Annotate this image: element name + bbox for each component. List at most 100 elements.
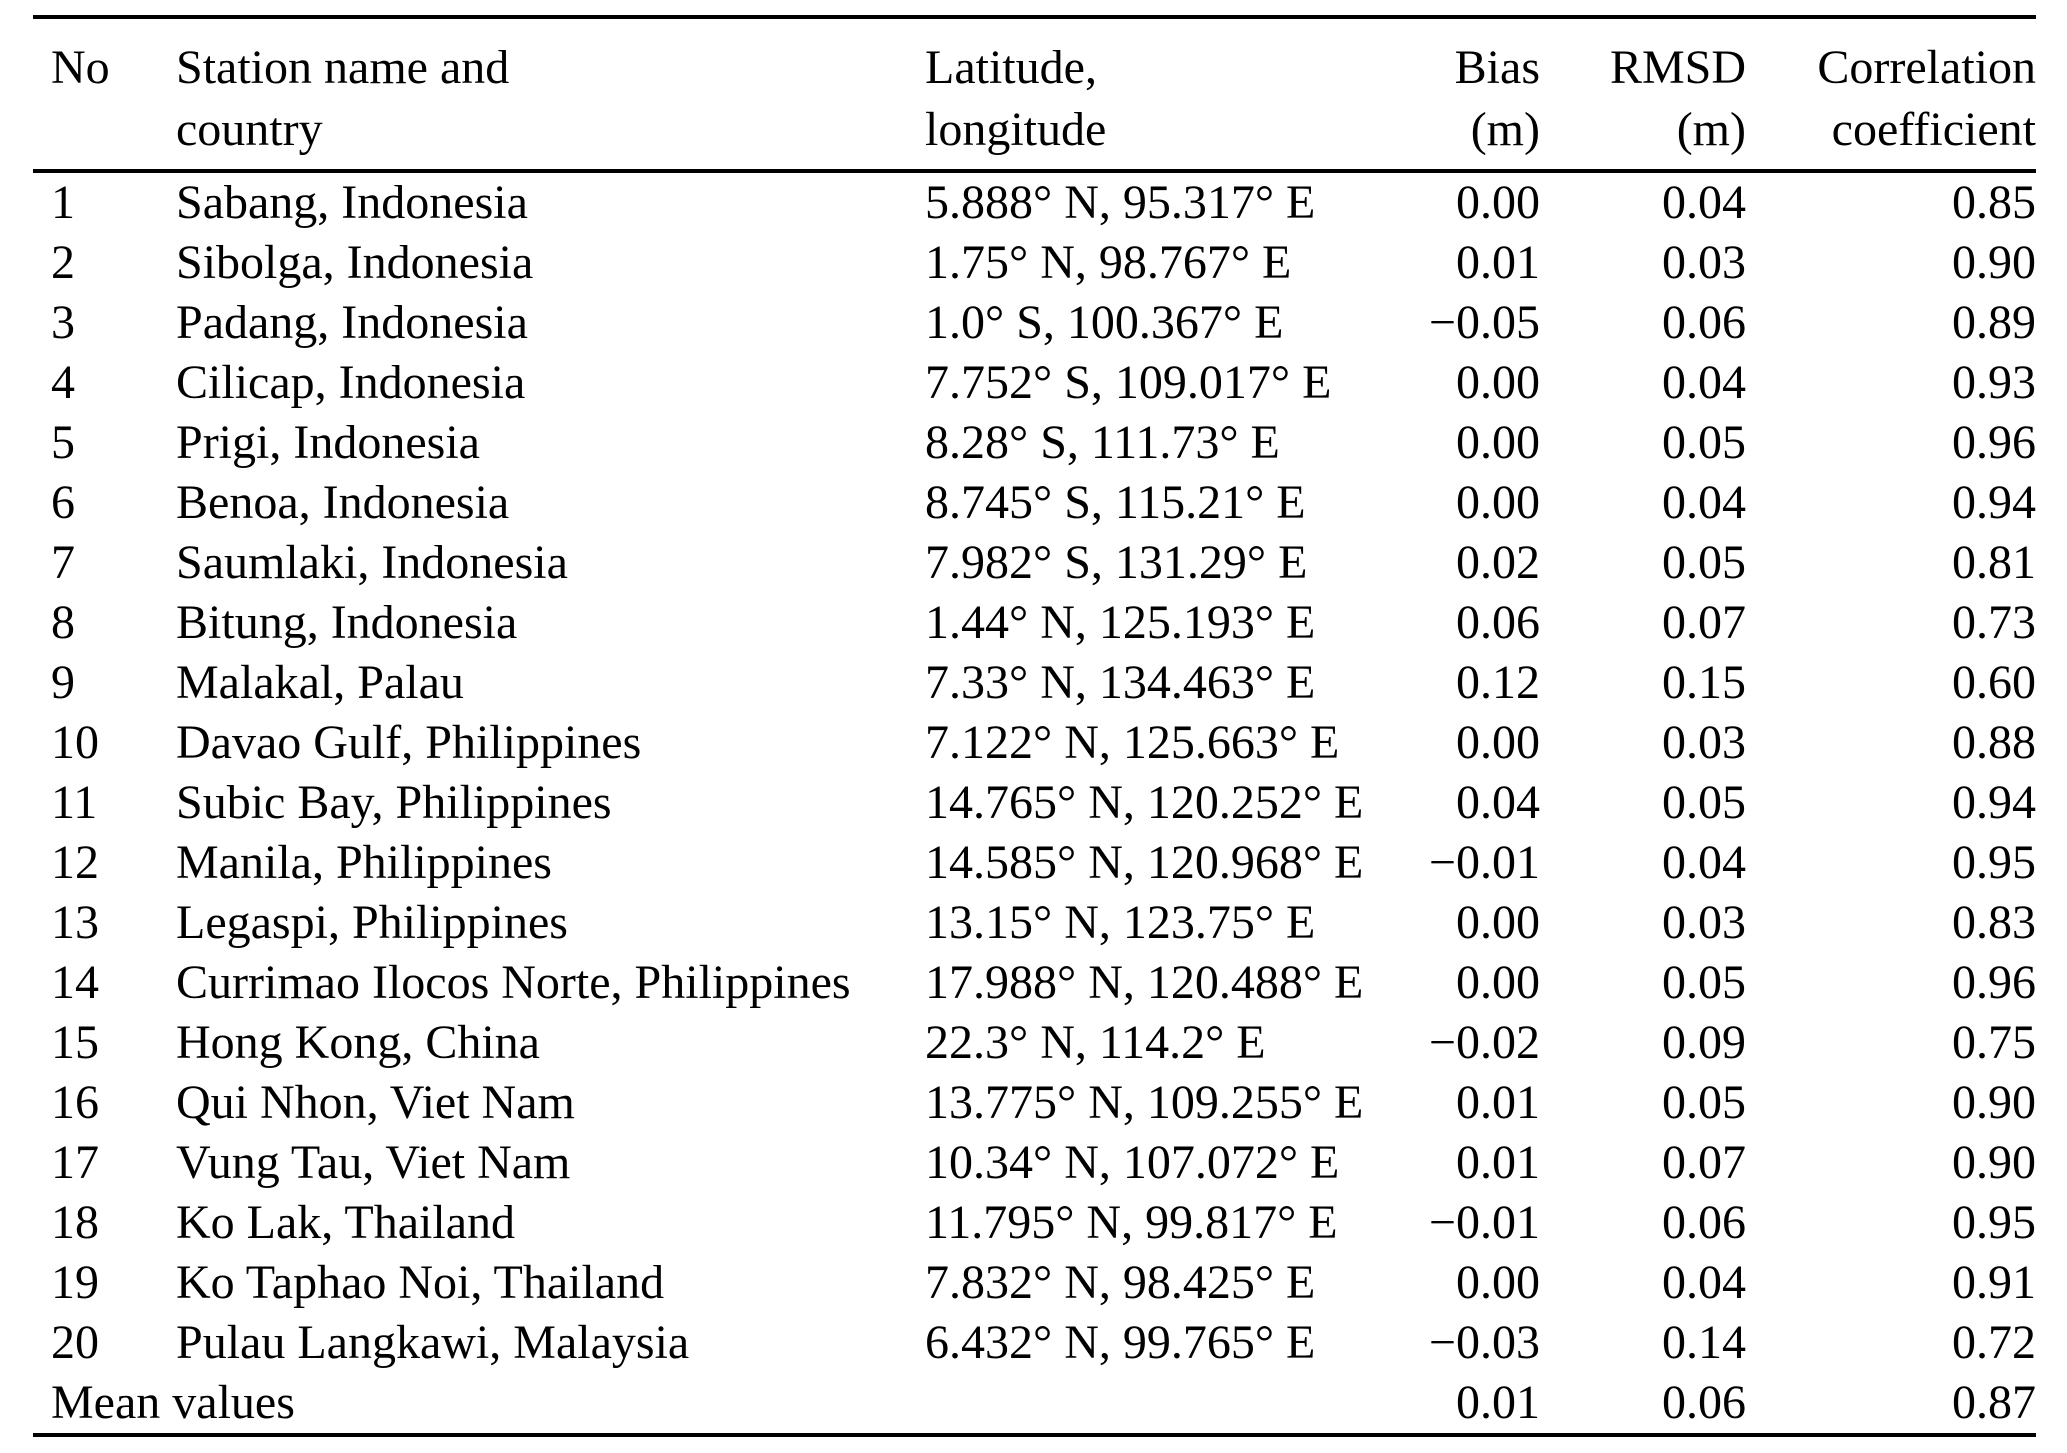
coordinates: 7.982° S, 131.29° E <box>925 536 1308 589</box>
row-number: 11 <box>51 776 98 829</box>
coordinates: 10.34° N, 107.072° E <box>925 1136 1340 1189</box>
correlation-value: 0.90 <box>1952 1136 2036 1189</box>
col-header-correlation: Correlation coefficient <box>1746 17 2036 173</box>
bias-value: 0.00 <box>1456 416 1540 469</box>
bias-value: −0.02 <box>1428 1016 1540 1069</box>
bias-value: 0.00 <box>1456 356 1540 409</box>
coordinates: 14.585° N, 120.968° E <box>925 836 1364 889</box>
station-name: Bitung, Indonesia <box>176 596 518 649</box>
correlation-value: 0.95 <box>1952 1196 2036 1249</box>
table-body: 1 Sabang, Indonesia 5.888° N, 95.317° E … <box>33 171 2036 1373</box>
correlation-value: 0.89 <box>1952 296 2036 349</box>
coordinates: 13.775° N, 109.255° E <box>925 1076 1364 1129</box>
col-header-correlation-line2: coefficient <box>1831 103 2036 156</box>
rmsd-value: 0.14 <box>1662 1316 1746 1369</box>
correlation-value: 0.91 <box>1952 1256 2036 1309</box>
table-header: No Station name and country Latitude, lo… <box>33 17 2036 173</box>
table-row: 9 Malakal, Palau 7.33° N, 134.463° E 0.1… <box>33 653 2036 713</box>
rmsd-value: 0.05 <box>1662 536 1746 589</box>
station-name: Sibolga, Indonesia <box>176 236 534 289</box>
col-header-bias-line1: Bias <box>1454 41 1540 94</box>
correlation-value: 0.85 <box>1952 176 2036 229</box>
rmsd-value: 0.04 <box>1662 476 1746 529</box>
coordinates: 1.44° N, 125.193° E <box>925 596 1316 649</box>
table-row: 16 Qui Nhon, Viet Nam 13.775° N, 109.255… <box>33 1073 2036 1133</box>
row-number: 2 <box>51 236 75 289</box>
col-header-latlon-line1: Latitude, <box>925 41 1097 94</box>
station-name: Davao Gulf, Philippines <box>176 716 642 769</box>
rmsd-value: 0.07 <box>1662 1136 1746 1189</box>
row-number: 6 <box>51 476 75 529</box>
row-number: 14 <box>51 956 99 1009</box>
rmsd-value: 0.05 <box>1662 776 1746 829</box>
bias-value: 0.00 <box>1456 896 1540 949</box>
col-header-station-line1: Station name and <box>176 41 510 94</box>
coordinates: 14.765° N, 120.252° E <box>925 776 1364 829</box>
station-statistics-table: No Station name and country Latitude, lo… <box>33 15 2036 1437</box>
row-number: 13 <box>51 896 99 949</box>
bias-value: 0.01 <box>1456 236 1540 289</box>
mean-values-row: Mean values 0.01 0.06 0.87 <box>33 1373 2036 1435</box>
row-number: 16 <box>51 1076 99 1129</box>
header-row: No Station name and country Latitude, lo… <box>33 17 2036 173</box>
bias-value: 0.00 <box>1456 716 1540 769</box>
correlation-value: 0.88 <box>1952 716 2036 769</box>
row-number: 17 <box>51 1136 99 1189</box>
col-header-bias: Bias (m) <box>1385 17 1540 173</box>
table-row: 3 Padang, Indonesia 1.0° S, 100.367° E −… <box>33 293 2036 353</box>
table-row: 1 Sabang, Indonesia 5.888° N, 95.317° E … <box>33 171 2036 233</box>
correlation-value: 0.90 <box>1952 236 2036 289</box>
station-name: Sabang, Indonesia <box>176 176 528 229</box>
station-name: Currimao Ilocos Norte, Philippines <box>176 956 851 1009</box>
mean-correlation-value: 0.87 <box>1952 1376 2036 1429</box>
correlation-value: 0.75 <box>1952 1016 2036 1069</box>
correlation-value: 0.96 <box>1952 416 2036 469</box>
coordinates: 17.988° N, 120.488° E <box>925 956 1364 1009</box>
col-header-bias-line2: (m) <box>1470 103 1540 156</box>
station-name: Vung Tau, Viet Nam <box>176 1136 571 1189</box>
bias-value: 0.01 <box>1456 1076 1540 1129</box>
col-header-rmsd: RMSD (m) <box>1540 17 1746 173</box>
table-row: 14 Currimao Ilocos Norte, Philippines 17… <box>33 953 2036 1013</box>
bias-value: 0.06 <box>1456 596 1540 649</box>
table-row: 2 Sibolga, Indonesia 1.75° N, 98.767° E … <box>33 233 2036 293</box>
coordinates: 7.33° N, 134.463° E <box>925 656 1316 709</box>
bias-value: 0.01 <box>1456 1136 1540 1189</box>
row-number: 7 <box>51 536 75 589</box>
row-number: 3 <box>51 296 75 349</box>
rmsd-value: 0.04 <box>1662 836 1746 889</box>
row-number: 12 <box>51 836 99 889</box>
table-row: 15 Hong Kong, China 22.3° N, 114.2° E −0… <box>33 1013 2036 1073</box>
col-header-latlon: Latitude, longitude <box>925 17 1385 173</box>
rmsd-value: 0.05 <box>1662 956 1746 1009</box>
correlation-value: 0.95 <box>1952 836 2036 889</box>
mean-bias-value: 0.01 <box>1456 1376 1540 1429</box>
rmsd-value: 0.03 <box>1662 236 1746 289</box>
row-number: 1 <box>51 176 75 229</box>
bias-value: −0.01 <box>1428 836 1540 889</box>
correlation-value: 0.90 <box>1952 1076 2036 1129</box>
table-row: 13 Legaspi, Philippines 13.15° N, 123.75… <box>33 893 2036 953</box>
table-row: 4 Cilicap, Indonesia 7.752° S, 109.017° … <box>33 353 2036 413</box>
bias-value: −0.05 <box>1428 296 1540 349</box>
correlation-value: 0.81 <box>1952 536 2036 589</box>
table-row: 17 Vung Tau, Viet Nam 10.34° N, 107.072°… <box>33 1133 2036 1193</box>
station-name: Legaspi, Philippines <box>176 896 568 949</box>
mean-values-label: Mean values <box>51 1376 295 1429</box>
rmsd-value: 0.06 <box>1662 296 1746 349</box>
table-row: 6 Benoa, Indonesia 8.745° S, 115.21° E 0… <box>33 473 2036 533</box>
correlation-value: 0.93 <box>1952 356 2036 409</box>
row-number: 5 <box>51 416 75 469</box>
rmsd-value: 0.03 <box>1662 716 1746 769</box>
bias-value: −0.03 <box>1428 1316 1540 1369</box>
table-row: 10 Davao Gulf, Philippines 7.122° N, 125… <box>33 713 2036 773</box>
station-name: Padang, Indonesia <box>176 296 528 349</box>
bias-value: 0.00 <box>1456 956 1540 1009</box>
bias-value: −0.01 <box>1428 1196 1540 1249</box>
bias-value: 0.02 <box>1456 536 1540 589</box>
station-name: Manila, Philippines <box>176 836 552 889</box>
rmsd-value: 0.09 <box>1662 1016 1746 1069</box>
col-header-no: No <box>33 17 176 173</box>
col-header-station-line2: country <box>176 103 323 156</box>
station-name: Subic Bay, Philippines <box>176 776 612 829</box>
